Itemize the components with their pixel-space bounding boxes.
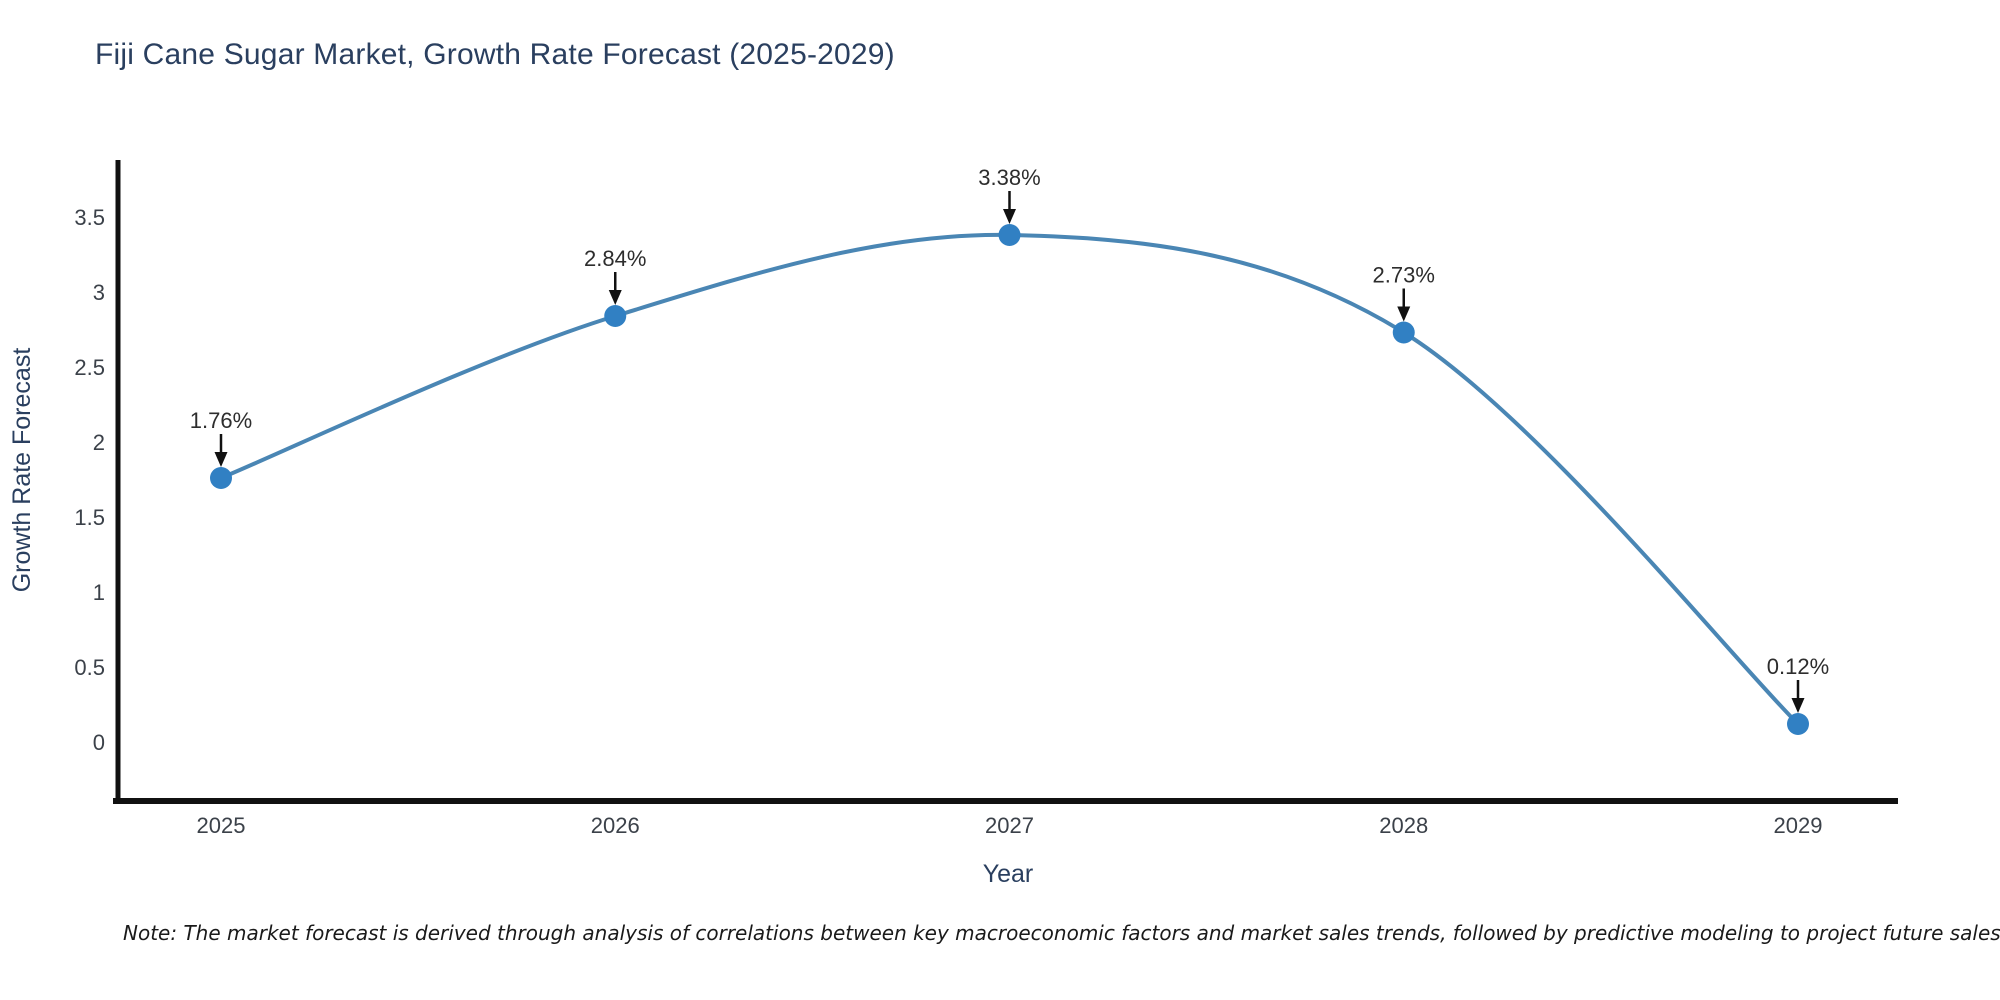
x-tick-label: 2026 — [591, 813, 640, 838]
y-tick-label: 1 — [93, 580, 105, 605]
point-annotation-label: 0.12% — [1767, 654, 1829, 679]
x-tick-label: 2027 — [985, 813, 1034, 838]
data-point-marker — [604, 305, 627, 327]
chart-title: Fiji Cane Sugar Market, Growth Rate Fore… — [95, 38, 895, 71]
data-point-marker — [1787, 713, 1809, 735]
point-annotation-label: 1.76% — [190, 408, 252, 433]
point-annotation-label: 2.73% — [1373, 263, 1435, 288]
x-tick-label: 2025 — [197, 813, 246, 838]
x-tick-label: 2029 — [1774, 813, 1823, 838]
y-axis-title: Growth Rate Forecast — [8, 348, 36, 593]
y-tick-label: 2 — [93, 430, 105, 455]
data-point-marker — [210, 467, 232, 489]
annotation-arrowhead-icon — [1397, 306, 1411, 322]
y-tick-label: 3 — [93, 280, 105, 305]
y-tick-label: 0 — [93, 730, 105, 755]
annotation-arrowhead-icon — [214, 452, 228, 467]
point-annotation-label: 2.84% — [584, 246, 646, 271]
point-annotation-label: 3.38% — [978, 165, 1040, 190]
y-tick-label: 2.5 — [74, 355, 105, 380]
x-tick-label: 2028 — [1379, 813, 1428, 838]
x-axis-title: Year — [983, 860, 1034, 888]
series-line — [219, 232, 1800, 726]
y-tick-label: 3.5 — [74, 205, 105, 230]
data-point-marker — [998, 224, 1021, 246]
y-tick-label: 1.5 — [74, 505, 105, 530]
data-point-marker — [1392, 321, 1415, 344]
annotation-arrowhead-icon — [608, 290, 622, 305]
annotation-arrowhead-icon — [1791, 698, 1805, 713]
y-tick-label: 0.5 — [74, 655, 105, 680]
chart-footnote: Note: The market forecast is derived thr… — [123, 921, 2000, 945]
annotation-arrowhead-icon — [1003, 209, 1016, 224]
